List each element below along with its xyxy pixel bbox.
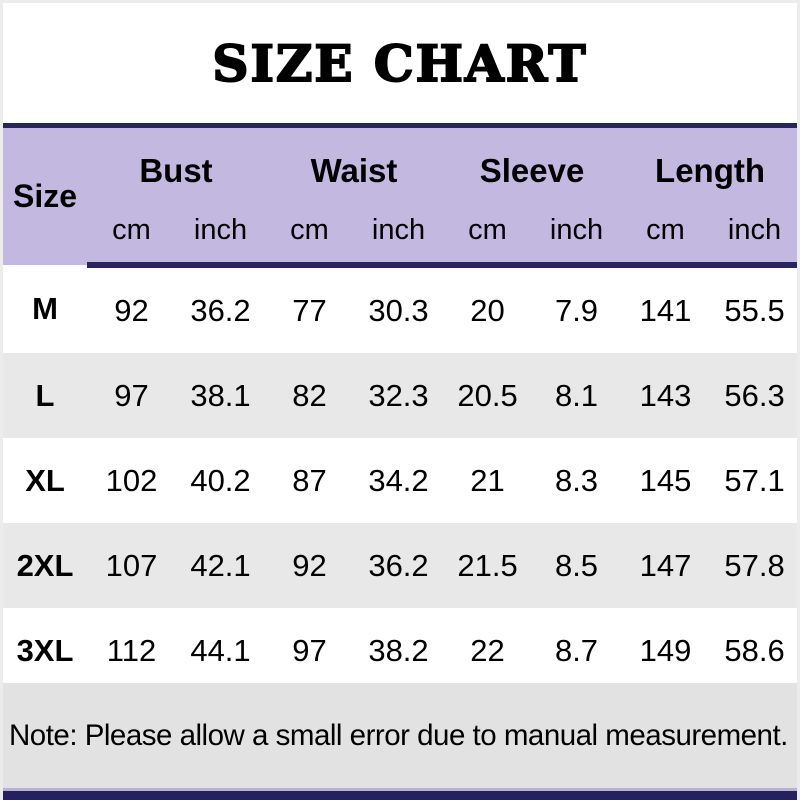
table-row: 3XL 112 44.1 97 38.2 22 8.7 149 58.6 bbox=[3, 608, 797, 693]
cell-value: 141 bbox=[639, 292, 692, 328]
size-table: Size Bust Waist Sleeve Length cm inch cm… bbox=[3, 123, 797, 693]
measurement-note: Note: Please allow a small error due to … bbox=[9, 718, 788, 752]
column-header-size: Size bbox=[3, 123, 87, 265]
size-label: 3XL bbox=[16, 632, 74, 668]
cell-value: 92 bbox=[114, 292, 149, 328]
cell-value: 40.2 bbox=[190, 462, 251, 498]
page-title: SIZE CHART bbox=[211, 33, 588, 94]
cell-value: 143 bbox=[639, 377, 692, 413]
cell-value: 38.2 bbox=[368, 632, 429, 668]
bottom-bar bbox=[3, 791, 797, 800]
cell-value: 36.2 bbox=[190, 292, 251, 328]
size-label: L bbox=[35, 377, 55, 413]
cell-value: 57.8 bbox=[724, 547, 785, 583]
unit-header-inch: inch bbox=[176, 214, 265, 268]
column-header-sleeve: Sleeve bbox=[443, 123, 622, 214]
unit-header-inch: inch bbox=[532, 214, 622, 268]
cell-value: 149 bbox=[639, 632, 692, 668]
unit-header-cm: cm bbox=[265, 214, 354, 268]
cell-value: 97 bbox=[114, 377, 149, 413]
cell-value: 55.5 bbox=[724, 292, 785, 328]
cell-value: 77 bbox=[292, 292, 327, 328]
cell-value: 147 bbox=[639, 547, 692, 583]
table-header: Size Bust Waist Sleeve Length cm inch cm… bbox=[3, 123, 797, 268]
cell-value: 112 bbox=[106, 632, 157, 668]
cell-value: 8.3 bbox=[554, 462, 599, 498]
cell-value: 56.3 bbox=[724, 377, 785, 413]
table-row: L 97 38.1 82 32.3 20.5 8.1 143 56.3 bbox=[3, 353, 797, 438]
cell-value: 97 bbox=[292, 632, 327, 668]
cell-value: 32.3 bbox=[368, 377, 429, 413]
cell-value: 20 bbox=[470, 292, 505, 328]
cell-value: 8.1 bbox=[554, 377, 599, 413]
unit-header-inch: inch bbox=[354, 214, 444, 268]
unit-header-inch: inch bbox=[710, 214, 797, 268]
column-header-length: Length bbox=[621, 123, 797, 214]
cell-value: 58.6 bbox=[724, 632, 785, 668]
size-label: XL bbox=[25, 462, 65, 498]
unit-header-cm: cm bbox=[87, 214, 176, 268]
cell-value: 87 bbox=[292, 462, 327, 498]
cell-value: 8.5 bbox=[554, 547, 599, 583]
cell-value: 34.2 bbox=[368, 462, 429, 498]
bottom-accent-line bbox=[3, 788, 797, 791]
table-row: 2XL 107 42.1 92 36.2 21.5 8.5 147 57.8 bbox=[3, 523, 797, 608]
cell-value: 21.5 bbox=[457, 547, 518, 583]
cell-value: 7.9 bbox=[554, 292, 599, 328]
cell-value: 22 bbox=[470, 632, 505, 668]
cell-value: 36.2 bbox=[368, 547, 429, 583]
cell-value: 44.1 bbox=[190, 632, 251, 668]
column-header-bust: Bust bbox=[87, 123, 265, 214]
cell-value: 38.1 bbox=[190, 377, 251, 413]
cell-value: 107 bbox=[105, 547, 158, 583]
size-label: M bbox=[32, 291, 58, 326]
cell-value: 82 bbox=[292, 377, 327, 413]
cell-value: 30.3 bbox=[368, 292, 429, 328]
column-header-waist: Waist bbox=[265, 123, 444, 214]
cell-value: 102 bbox=[105, 462, 158, 498]
unit-header-cm: cm bbox=[621, 214, 711, 268]
cell-value: 57.1 bbox=[724, 462, 785, 498]
size-label: 2XL bbox=[16, 547, 74, 583]
cell-value: 42.1 bbox=[190, 547, 251, 583]
note-band: Note: Please allow a small error due to … bbox=[3, 683, 797, 788]
unit-header-cm: cm bbox=[443, 214, 533, 268]
table-row: XL 102 40.2 87 34.2 21 8.3 145 57.1 bbox=[3, 438, 797, 523]
title-band: SIZE CHART bbox=[3, 3, 797, 123]
cell-value: 8.7 bbox=[554, 632, 599, 668]
table-row: M 92 36.2 77 30.3 20 7.9 141 55.5 bbox=[3, 265, 797, 353]
cell-value: 145 bbox=[639, 462, 692, 498]
cell-value: 21 bbox=[470, 462, 505, 498]
cell-value: 92 bbox=[292, 547, 327, 583]
cell-value: 20.5 bbox=[457, 377, 518, 413]
